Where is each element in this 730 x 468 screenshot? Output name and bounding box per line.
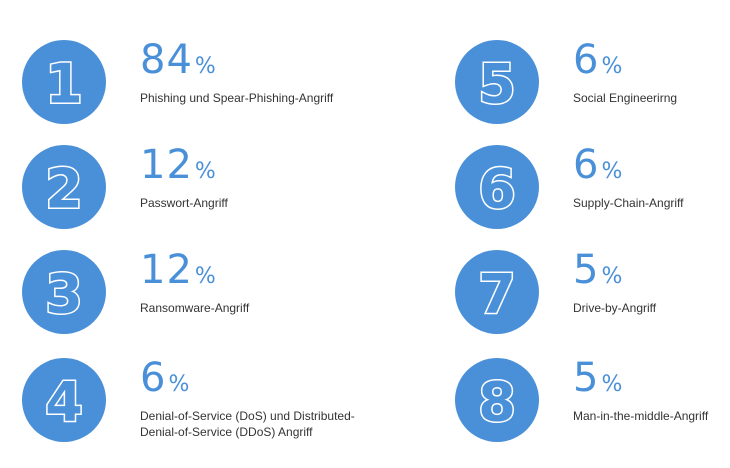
attack-item-6: 6 6% Supply-Chain-Angriff <box>455 145 725 235</box>
value-line: 5% <box>573 358 622 398</box>
attack-item-3: 3 12% Ransomware-Angriff <box>22 250 362 340</box>
rank-number: 8 <box>478 371 516 434</box>
rank-graphic: 6 <box>477 156 518 222</box>
rank-graphic: 2 <box>44 156 85 222</box>
attack-item-1: 1 84% Phishing und Spear-Phishing-Angrif… <box>22 40 362 130</box>
value-line: 12% <box>140 145 216 185</box>
rank-circle: 5 <box>455 40 539 124</box>
attack-item-4: 4 6% Denial-of-Service (DoS) und Distrib… <box>22 358 362 448</box>
rank-circle: 8 <box>455 358 539 442</box>
percentage-value: 6 <box>573 37 600 83</box>
percent-unit: % <box>194 54 216 79</box>
rank-number: 1 <box>45 53 83 116</box>
value-line: 5% <box>573 250 622 290</box>
value-line: 12% <box>140 250 216 290</box>
attack-label: Phishing und Spear-Phishing-Angriff <box>140 91 334 105</box>
percentage-value: 12 <box>140 142 193 188</box>
value-line: 84% <box>140 40 216 80</box>
attack-item-2: 2 12% Passwort-Angriff <box>22 145 362 235</box>
percent-unit: % <box>194 159 216 184</box>
rank-graphic: 8 <box>477 369 518 435</box>
rank-circle: 7 <box>455 250 539 334</box>
rank-circle: 4 <box>22 358 106 442</box>
rank-circle: 2 <box>22 145 106 229</box>
percentage-value: 6 <box>140 355 167 401</box>
rank-graphic: 4 <box>44 369 85 435</box>
attack-label: Denial-of-Service (DoS) und Distributed-… <box>140 409 355 439</box>
attack-label: Drive-by-Angriff <box>573 301 657 315</box>
rank-number: 7 <box>478 263 516 326</box>
rank-graphic: 7 <box>477 261 518 327</box>
attack-item-7: 7 5% Drive-by-Angriff <box>455 250 725 340</box>
rank-number: 5 <box>478 53 516 116</box>
percentage-value: 6 <box>573 142 600 188</box>
value-line: 6% <box>573 40 622 80</box>
percentage-value: 5 <box>573 247 600 293</box>
percent-unit: % <box>601 264 623 289</box>
percent-unit: % <box>194 264 216 289</box>
percentage-value: 12 <box>140 247 193 293</box>
attack-item-5: 5 6% Social Engineerirng <box>455 40 725 130</box>
attack-label: Social Engineerirng <box>573 91 678 105</box>
attack-label: Passwort-Angriff <box>140 196 228 210</box>
attack-label: Ransomware-Angriff <box>140 301 250 315</box>
attack-item-8: 8 5% Man-in-the-middle-Angriff <box>455 358 725 448</box>
rank-number: 6 <box>478 158 516 221</box>
rank-number: 3 <box>45 263 83 326</box>
attack-label: Man-in-the-middle-Angriff <box>573 409 709 423</box>
rank-circle: 6 <box>455 145 539 229</box>
percentage-value: 84 <box>140 37 193 83</box>
value-line: 6% <box>573 145 622 185</box>
rank-graphic: 3 <box>44 261 85 327</box>
rank-graphic: 1 <box>44 51 85 117</box>
percent-unit: % <box>601 54 623 79</box>
rank-circle: 3 <box>22 250 106 334</box>
rank-number: 4 <box>45 371 83 434</box>
percent-unit: % <box>168 372 190 397</box>
rank-graphic: 5 <box>477 51 518 117</box>
value-line: 6% <box>140 358 189 398</box>
percent-unit: % <box>601 372 623 397</box>
percent-unit: % <box>601 159 623 184</box>
attack-label: Supply-Chain-Angriff <box>573 196 684 210</box>
rank-number: 2 <box>45 158 83 221</box>
percentage-value: 5 <box>573 355 600 401</box>
rank-circle: 1 <box>22 40 106 124</box>
